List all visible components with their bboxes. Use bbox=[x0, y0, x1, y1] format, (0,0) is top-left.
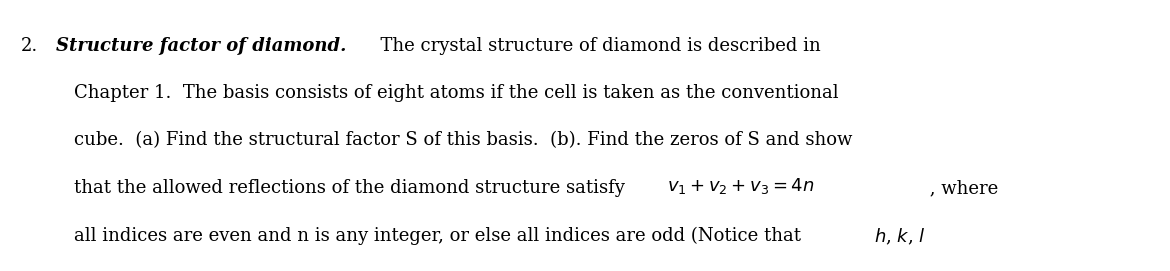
Text: Chapter 1.  The basis consists of eight atoms if the cell is taken as the conven: Chapter 1. The basis consists of eight a… bbox=[74, 84, 839, 102]
Text: $\mathit{h}$, $\mathit{k}$, $\mathit{l}$: $\mathit{h}$, $\mathit{k}$, $\mathit{l}$ bbox=[874, 226, 925, 247]
Text: 2.: 2. bbox=[21, 37, 39, 54]
Text: , where: , where bbox=[924, 179, 998, 197]
Text: cube.  (a) Find the structural factor S of this basis.  (b). Find the zeros of S: cube. (a) Find the structural factor S o… bbox=[74, 131, 852, 149]
Text: all indices are even and n is any integer, or else all indices are odd (Notice t: all indices are even and n is any intege… bbox=[74, 226, 806, 244]
Text: $\mathit{v}_1 + \mathit{v}_2 + \mathit{v}_3 = 4\mathit{n}$: $\mathit{v}_1 + \mathit{v}_2 + \mathit{v… bbox=[667, 176, 814, 196]
Text: that the allowed reflections of the diamond structure satisfy: that the allowed reflections of the diam… bbox=[74, 179, 631, 197]
Text: Structure factor of diamond.: Structure factor of diamond. bbox=[56, 37, 346, 54]
Text: The crystal structure of diamond is described in: The crystal structure of diamond is desc… bbox=[369, 37, 820, 54]
